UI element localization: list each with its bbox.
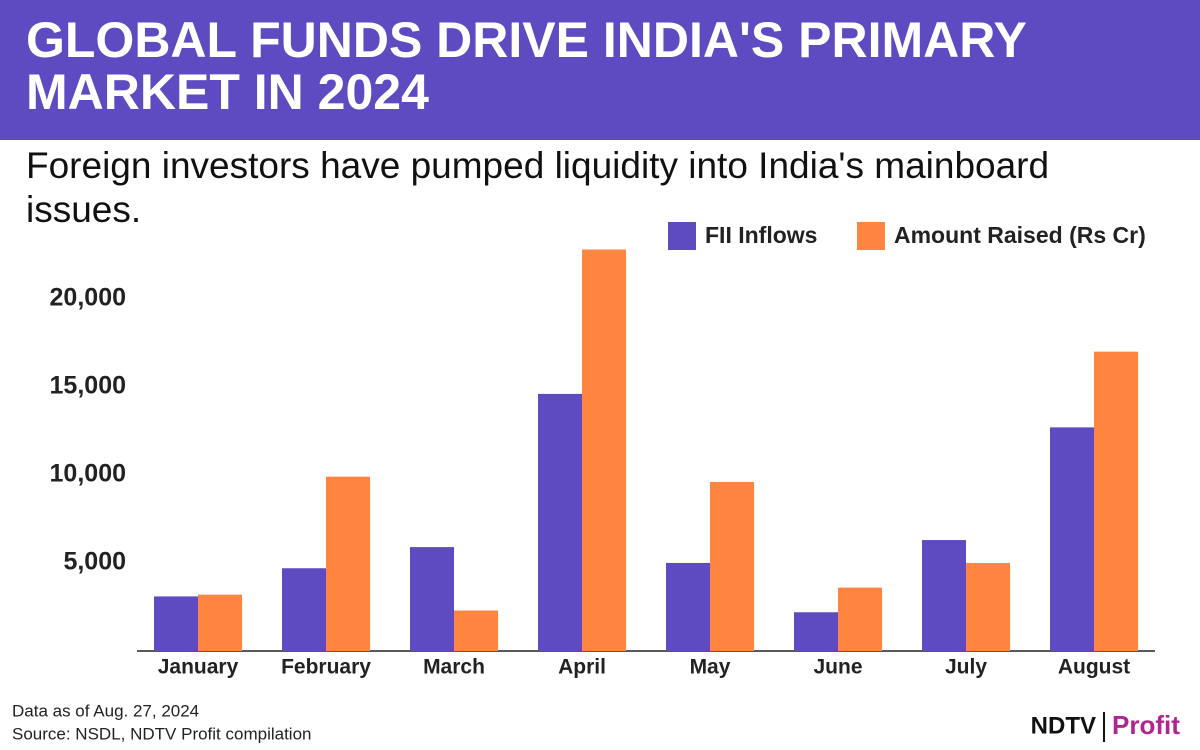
- banner: [0, 0, 1200, 140]
- x-tick-label: August: [1058, 656, 1130, 679]
- bar: [538, 393, 582, 651]
- x-tick-label: January: [158, 656, 239, 679]
- bar: [198, 594, 242, 651]
- bar: [710, 481, 754, 651]
- bar: [582, 249, 626, 652]
- bar: [838, 587, 882, 651]
- chart-subtitle: Foreign investors have pumped liquidity …: [26, 145, 1050, 230]
- y-tick-label: 5,000: [63, 548, 126, 576]
- bar: [1050, 427, 1094, 651]
- x-tick-label: April: [558, 656, 606, 679]
- bar: [1094, 351, 1138, 651]
- bar: [154, 596, 198, 651]
- legend-label: Amount Raised (Rs Cr): [894, 222, 1146, 248]
- legend-label: FII Inflows: [705, 222, 817, 248]
- brand-logo: Profit: [1112, 710, 1180, 740]
- x-tick-label: March: [423, 656, 485, 679]
- bar: [454, 610, 498, 651]
- x-tick-label: June: [813, 656, 862, 679]
- x-tick-label: July: [945, 656, 987, 679]
- legend-swatch: [857, 222, 885, 250]
- x-tick-label: May: [690, 656, 731, 679]
- bar: [666, 562, 710, 651]
- y-tick-label: 10,000: [50, 460, 126, 488]
- bar: [282, 568, 326, 651]
- note: Source: NSDL, NDTV Profit compilation: [12, 724, 312, 743]
- y-tick-label: 20,000: [50, 283, 126, 311]
- bar: [794, 612, 838, 651]
- bar: [966, 562, 1010, 651]
- note: Data as of Aug. 27, 2024: [12, 701, 199, 720]
- x-tick-label: February: [281, 656, 371, 679]
- bar: [410, 547, 454, 651]
- chart-title: GLOBAL FUNDS DRIVE INDIA'S PRIMARY MARKE…: [26, 12, 1026, 120]
- brand-logo: NDTV: [1031, 712, 1096, 739]
- legend-swatch: [668, 222, 696, 250]
- bar: [922, 540, 966, 651]
- y-tick-label: 15,000: [50, 371, 126, 399]
- bar: [326, 476, 370, 651]
